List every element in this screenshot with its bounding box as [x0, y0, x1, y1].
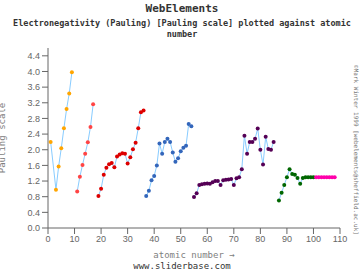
svg-text:3.6: 3.6	[27, 82, 40, 92]
svg-text:90: 90	[282, 234, 292, 244]
svg-text:40: 40	[149, 234, 159, 244]
svg-text:0.4: 0.4	[27, 208, 40, 218]
svg-text:30: 30	[123, 234, 133, 244]
svg-text:100: 100	[306, 234, 321, 244]
svg-text:70: 70	[229, 234, 239, 244]
svg-text:80: 80	[255, 234, 265, 244]
svg-text:1.2: 1.2	[27, 176, 40, 186]
html-text:Electronegativity (Pauling) [P: Electronegativity (Pauling) [Pauling sca…	[13, 18, 351, 28]
svg-text:4.4: 4.4	[27, 51, 40, 61]
svg-text:3.2: 3.2	[27, 98, 40, 108]
svg-text:0.0: 0.0	[27, 223, 40, 233]
svg-text:20: 20	[96, 234, 106, 244]
svg-text:0.8: 0.8	[27, 192, 40, 202]
svg-text:atomic number →: atomic number →	[153, 250, 235, 258]
svg-text:2.8: 2.8	[27, 114, 40, 124]
svg-text:2.0: 2.0	[27, 145, 40, 155]
svg-text:1.6: 1.6	[27, 161, 40, 171]
svg-text:60: 60	[202, 234, 212, 244]
svg-text:4.0: 4.0	[27, 67, 40, 77]
svg-text:50: 50	[176, 234, 186, 244]
html-text:www.sliderbase.com: www.sliderbase.com	[133, 261, 231, 271]
html-text:WebElements: WebElements	[145, 1, 219, 15]
svg-text:110: 110	[333, 234, 347, 244]
html-text:©Mark Winter 1999 [webelements: ©Mark Winter 1999 [webelements@sheffield…	[353, 65, 361, 235]
svg-text:10: 10	[70, 234, 80, 244]
html-text:number: number	[166, 29, 198, 39]
svg-text:0: 0	[45, 234, 50, 244]
svg-text:2.4: 2.4	[27, 129, 40, 139]
